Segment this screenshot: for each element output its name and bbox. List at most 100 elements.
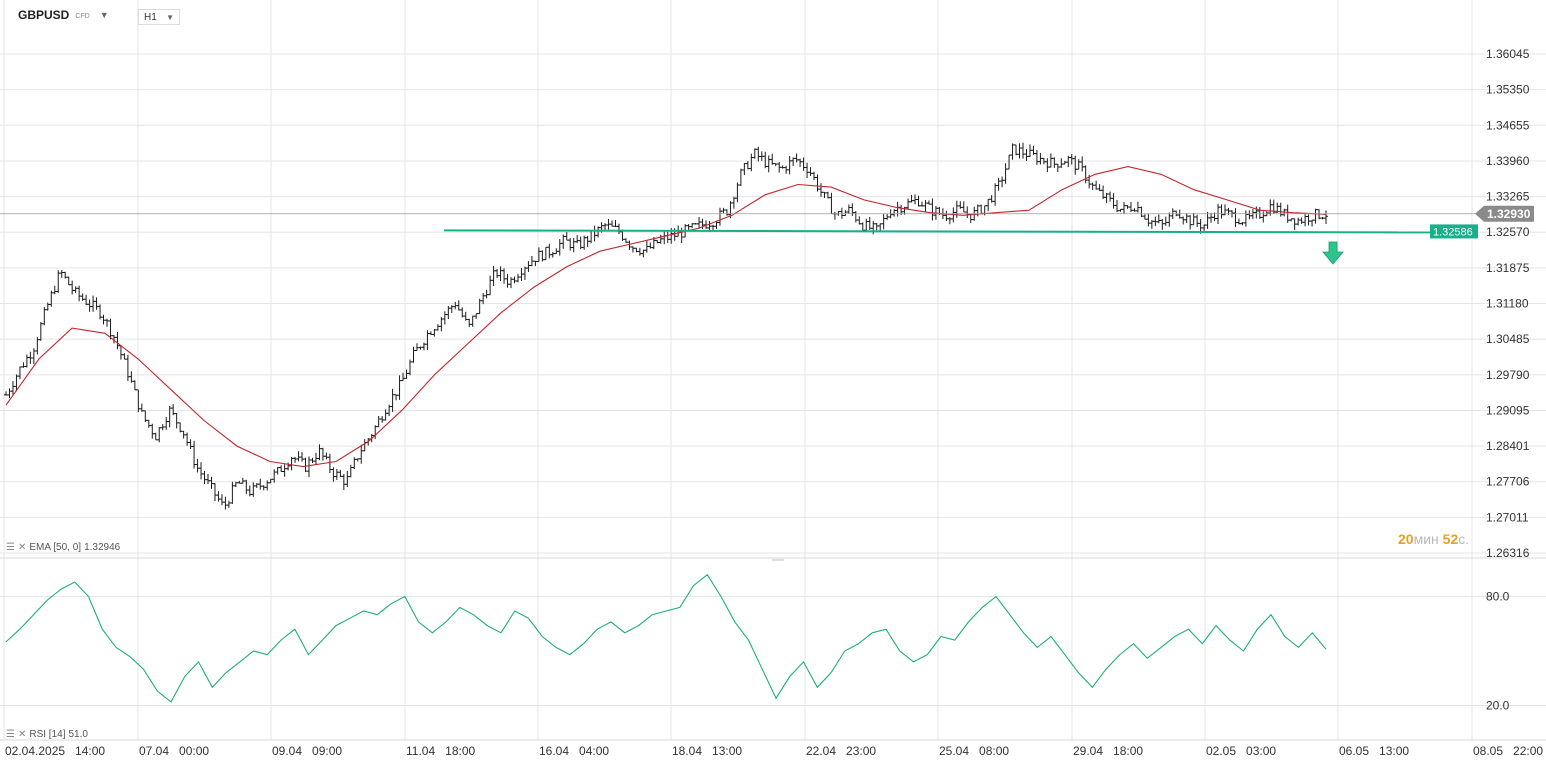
candle <box>763 151 768 169</box>
candle <box>1195 214 1200 227</box>
lines-icon[interactable]: ☰ <box>6 542 15 553</box>
candle <box>547 243 552 259</box>
candle <box>359 444 364 464</box>
candle <box>961 201 966 213</box>
candle <box>324 452 329 460</box>
candle <box>167 406 172 428</box>
candle <box>623 238 628 244</box>
candle <box>209 476 214 489</box>
ema-value: 1.32946 <box>84 542 121 553</box>
candle <box>864 218 869 232</box>
candle <box>4 391 8 396</box>
candle <box>1243 210 1248 227</box>
candle <box>477 298 482 315</box>
candle <box>1303 212 1308 227</box>
candle <box>345 470 350 488</box>
candle <box>1261 211 1266 223</box>
candle <box>979 204 984 215</box>
candle <box>56 270 61 293</box>
candle <box>1080 156 1085 172</box>
candle <box>1010 143 1015 160</box>
candle <box>502 268 507 284</box>
candle <box>442 311 447 325</box>
candle <box>592 225 597 242</box>
candle <box>655 239 660 244</box>
candle <box>1090 182 1095 190</box>
close-icon[interactable]: ✕ <box>17 542 27 553</box>
candle <box>777 161 782 173</box>
candle <box>160 424 165 431</box>
time-tick-label: 08.05 22:00 <box>1473 744 1543 758</box>
chevron-down-icon[interactable]: ▼ <box>99 10 109 20</box>
candle <box>251 482 256 497</box>
candle <box>178 422 183 433</box>
candle <box>70 280 75 295</box>
candle <box>31 348 36 364</box>
price-tick-label: 1.26316 <box>1486 546 1530 560</box>
candle <box>470 315 475 327</box>
candle <box>1181 216 1186 225</box>
sell-arrow-icon <box>1322 241 1344 265</box>
candle <box>1167 212 1172 227</box>
candle <box>98 304 103 320</box>
candle <box>648 242 653 249</box>
candle <box>42 306 47 326</box>
candle <box>993 183 998 206</box>
time-tick-label: 06.05 13:00 <box>1339 744 1409 758</box>
candle <box>73 286 78 294</box>
candle <box>428 331 433 335</box>
rsi-indicator-label: ☰ ✕ RSI [14] 51.0 <box>6 729 88 740</box>
candle <box>432 328 437 337</box>
candle <box>282 464 287 477</box>
candle <box>885 213 890 220</box>
candle <box>390 388 395 412</box>
candle <box>28 351 33 364</box>
symbol-selector[interactable]: GBPUSD CFD ▼ <box>18 8 109 22</box>
timeframe-selector[interactable]: H1 ▼ <box>138 9 180 25</box>
close-icon[interactable]: ✕ <box>17 729 27 740</box>
candle <box>930 198 935 221</box>
candle <box>1174 210 1179 217</box>
candle <box>1146 213 1151 227</box>
candle <box>526 261 531 272</box>
candle <box>1132 208 1137 212</box>
candle <box>1024 149 1029 161</box>
price-tick-label: 1.29095 <box>1486 403 1530 417</box>
candle <box>125 354 130 381</box>
timer-seconds-unit: с. <box>1458 531 1470 547</box>
price-tick-label: 1.32570 <box>1486 225 1530 239</box>
candle <box>1191 212 1196 226</box>
candle <box>909 194 914 203</box>
time-axis[interactable]: 02.04.2025 14:00 07.04 00:00 09.04 09:00 11… <box>5 744 1543 758</box>
candle <box>17 366 22 380</box>
candle <box>258 478 263 490</box>
candle <box>411 346 416 363</box>
candle <box>122 353 127 360</box>
candle <box>484 289 489 299</box>
candle <box>606 219 611 230</box>
chevron-down-icon[interactable]: ▼ <box>166 12 174 22</box>
support-level-tag: 1.32586 <box>1430 224 1478 239</box>
candle <box>272 469 277 483</box>
candle <box>926 200 931 205</box>
candle <box>846 204 851 214</box>
price-axis[interactable]: 1.36045 1.35350 1.34655 1.33960 1.33265 1.325… <box>1486 47 1530 560</box>
candle <box>313 452 318 465</box>
price-tick-label: 1.36045 <box>1486 47 1530 61</box>
candle <box>529 255 534 267</box>
timeframe-value: H1 <box>144 11 157 23</box>
candle <box>1104 192 1109 204</box>
candle <box>320 447 325 461</box>
candle <box>1059 158 1064 168</box>
candle <box>80 293 85 301</box>
candle <box>216 491 221 502</box>
candle <box>7 388 12 399</box>
lines-icon[interactable]: ☰ <box>6 729 15 740</box>
candle <box>1149 220 1154 229</box>
support-line[interactable] <box>443 229 1431 234</box>
candle <box>1205 211 1210 229</box>
candle <box>1128 201 1133 213</box>
candle <box>230 481 235 504</box>
candle <box>1247 210 1252 220</box>
